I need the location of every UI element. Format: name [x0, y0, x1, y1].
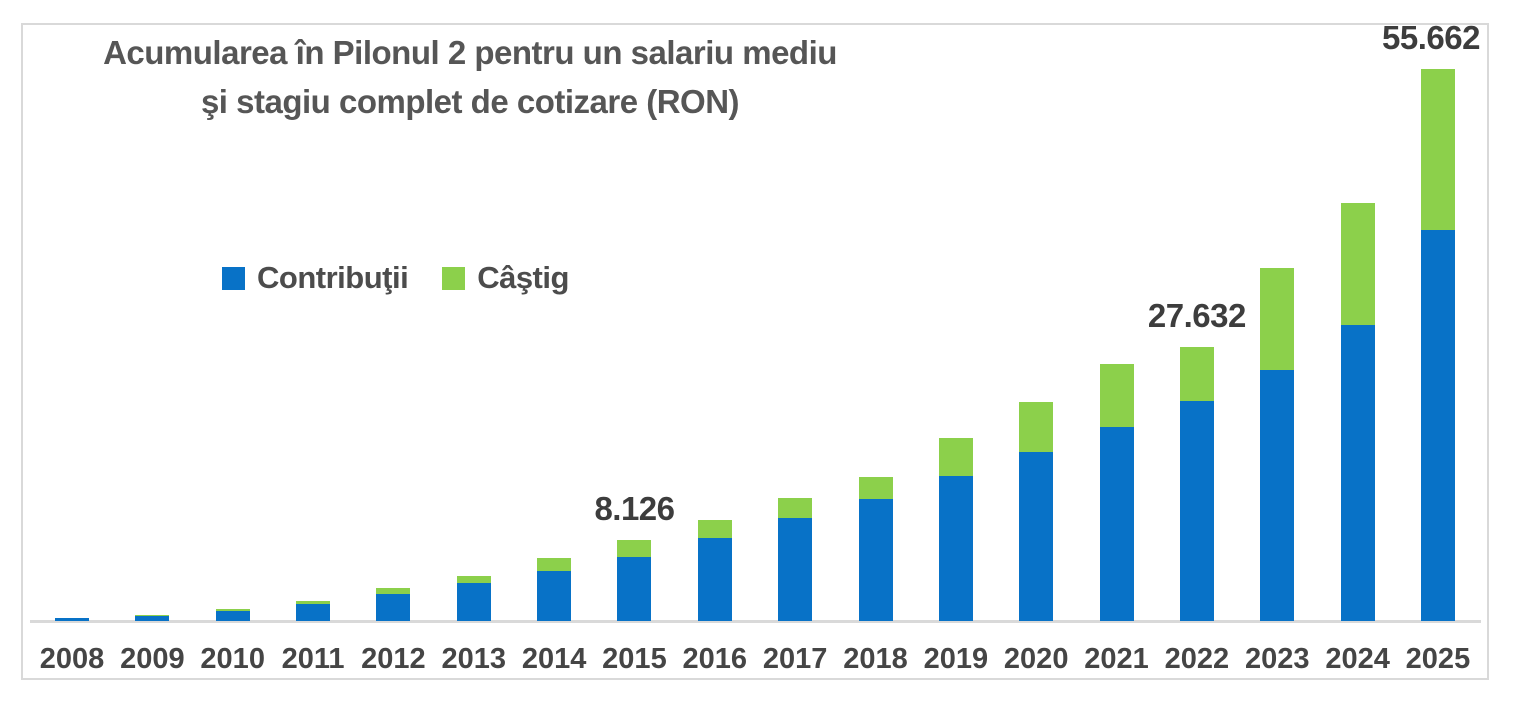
bar-2011 — [296, 600, 331, 621]
bar-2014-castig-segment — [537, 557, 572, 572]
castig-swatch-icon — [442, 266, 466, 290]
bar-2018 — [858, 477, 893, 621]
bar-2013 — [456, 575, 491, 621]
bar-2025-contributii-segment — [1420, 230, 1455, 621]
bar-2020-castig-segment — [1019, 401, 1054, 453]
chart-frame — [21, 23, 1489, 680]
bar-2024-contributii-segment — [1340, 324, 1375, 621]
bar-2021 — [1099, 364, 1134, 621]
bar-2019 — [938, 437, 973, 621]
bar-2019-contributii-segment — [938, 476, 973, 621]
bar-2014 — [537, 557, 572, 621]
bar-2015-contributii-segment — [617, 557, 652, 621]
x-axis-label-2017: 2017 — [762, 643, 828, 675]
x-axis-label-2020: 2020 — [1003, 643, 1069, 675]
x-axis-label-2021: 2021 — [1084, 643, 1149, 675]
bar-2021-contributii-segment — [1099, 426, 1134, 621]
bar-2020-contributii-segment — [1019, 452, 1054, 621]
x-axis-label-2015: 2015 — [602, 643, 667, 675]
bar-2010 — [215, 608, 250, 621]
chart-legend: Contribuţii Câştig — [222, 260, 569, 296]
bar-2013-contributii-segment — [456, 583, 491, 621]
x-axis-label-2010: 2010 — [200, 643, 265, 675]
bar-2009-castig-segment — [135, 614, 170, 616]
bar-2021-castig-segment — [1099, 364, 1134, 427]
bar-2011-contributii-segment — [296, 603, 331, 621]
bar-2023-contributii-segment — [1260, 369, 1295, 621]
bar-2008-contributii-segment — [55, 618, 89, 621]
bar-2018-contributii-segment — [858, 498, 893, 621]
bar-2014-contributii-segment — [537, 571, 572, 621]
bar-2017-contributii-segment — [778, 518, 813, 621]
bar-2010-contributii-segment — [215, 610, 250, 621]
x-axis-label-2008: 2008 — [39, 643, 105, 675]
bar-2012-contributii-segment — [376, 593, 411, 621]
data-label-2025: 55.662 — [1382, 19, 1480, 56]
bar-2022-castig-segment — [1179, 347, 1214, 401]
bar-2016 — [697, 520, 732, 621]
bar-2025-castig-segment — [1420, 69, 1455, 231]
bar-2015-castig-segment — [617, 540, 652, 558]
chart-title-line1: Acumularea în Pilonul 2 pentru un salari… — [103, 34, 837, 71]
bar-2018-castig-segment — [858, 477, 893, 499]
chart-title: Acumularea în Pilonul 2 pentru un salari… — [30, 28, 910, 126]
bar-2011-castig-segment — [296, 600, 331, 604]
bar-2025 — [1420, 69, 1455, 621]
x-axis-label-2023: 2023 — [1244, 643, 1310, 675]
bar-2012-castig-segment — [376, 588, 411, 594]
bar-2023-castig-segment — [1260, 267, 1295, 370]
x-axis-label-2024: 2024 — [1325, 643, 1390, 675]
x-axis-label-2013: 2013 — [441, 643, 507, 675]
data-label-2022: 27.632 — [1147, 296, 1246, 334]
bar-2008 — [55, 617, 89, 621]
legend-item-castig: Câştig — [442, 260, 569, 296]
bar-2022-contributii-segment — [1179, 400, 1214, 621]
x-axis-line — [30, 620, 1481, 623]
bar-2016-contributii-segment — [697, 537, 732, 621]
x-axis-label-2022: 2022 — [1164, 643, 1230, 675]
x-axis-label-2011: 2011 — [281, 643, 345, 675]
bar-2019-castig-segment — [938, 437, 973, 477]
contributii-swatch-icon — [222, 266, 245, 290]
bar-2017-castig-segment — [778, 497, 813, 519]
x-axis-label-2025: 2025 — [1405, 643, 1471, 675]
bar-2016-castig-segment — [697, 520, 732, 538]
chart-title-line2: şi stagiu complet de cotizare (RON) — [200, 83, 740, 120]
data-label-2015: 8.126 — [594, 490, 675, 528]
bar-2009 — [135, 614, 170, 621]
legend-item-contributii: Contribuţii — [222, 260, 409, 296]
bar-2020 — [1019, 401, 1054, 621]
x-axis-label-2019: 2019 — [923, 643, 989, 675]
legend-label-castig: Câştig — [477, 260, 569, 295]
bar-2009-contributii-segment — [135, 615, 170, 621]
bar-2013-castig-segment — [456, 575, 491, 584]
bar-2012 — [376, 588, 411, 621]
bar-2024 — [1340, 203, 1375, 621]
x-axis-label-2012: 2012 — [361, 643, 426, 675]
bar-2015 — [617, 540, 652, 621]
x-axis-label-2009: 2009 — [120, 643, 185, 675]
bar-2017 — [778, 497, 813, 621]
x-axis-label-2014: 2014 — [521, 643, 587, 675]
bar-2023 — [1260, 267, 1295, 621]
bar-2024-castig-segment — [1340, 203, 1375, 325]
x-axis-label-2018: 2018 — [843, 643, 908, 675]
legend-label-contributii: Contribuţii — [257, 260, 409, 295]
x-axis-label-2016: 2016 — [682, 643, 748, 675]
bar-2022 — [1179, 347, 1214, 621]
bar-2010-castig-segment — [215, 608, 250, 611]
